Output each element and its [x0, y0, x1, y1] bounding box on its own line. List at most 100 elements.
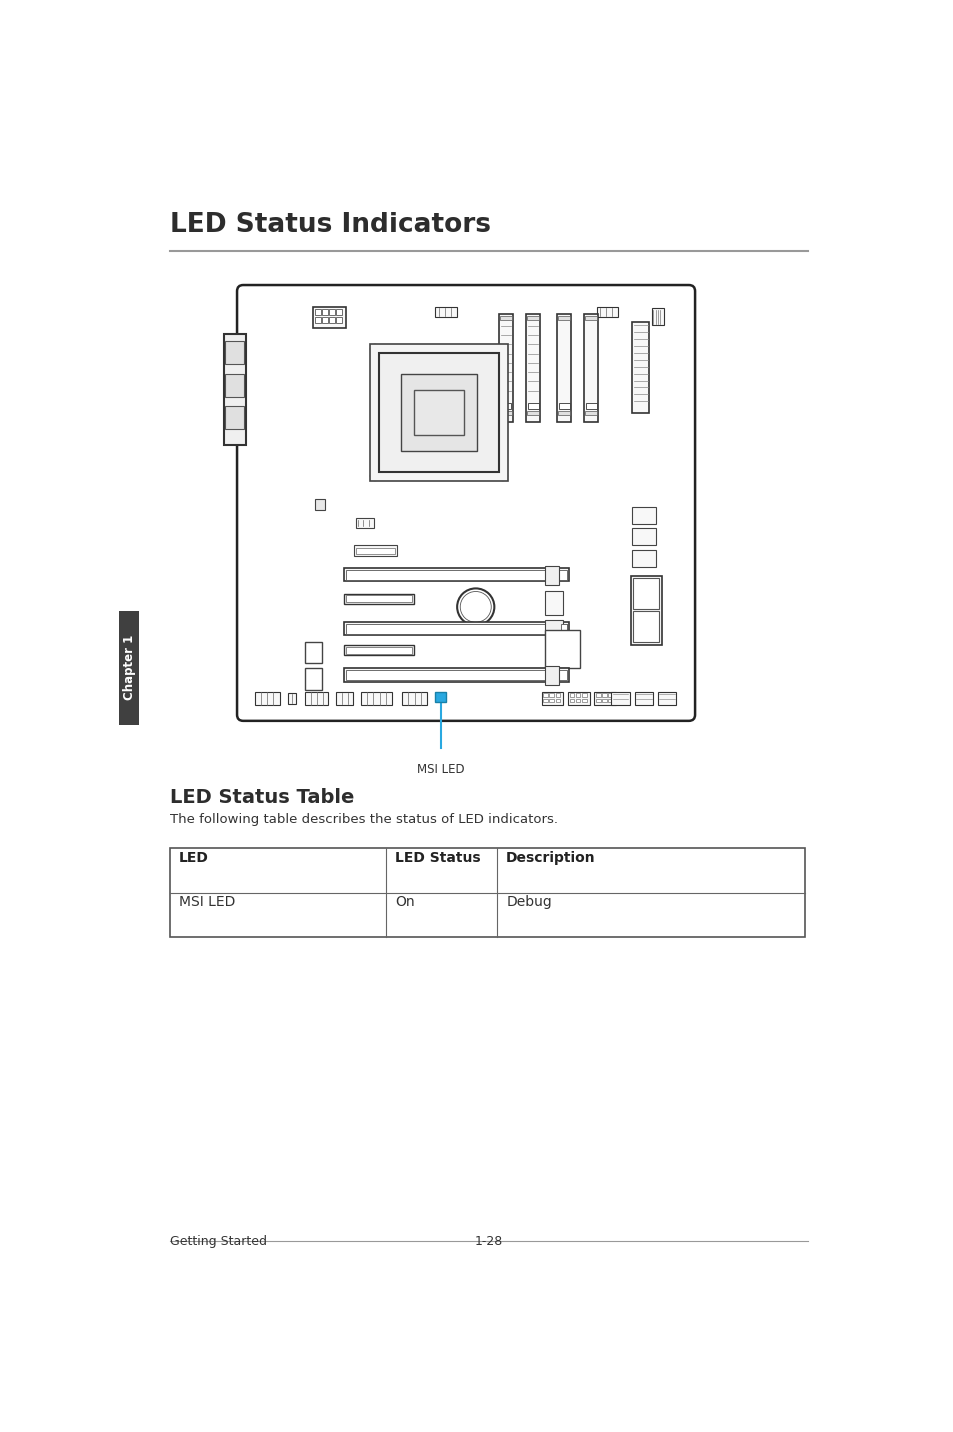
Bar	[558, 411, 570, 415]
Bar	[314, 500, 325, 510]
Bar	[545, 666, 558, 686]
Bar	[569, 693, 574, 697]
Bar	[581, 699, 586, 702]
Bar	[558, 316, 570, 321]
Bar	[581, 693, 586, 697]
Bar	[322, 309, 328, 315]
Bar	[584, 316, 597, 321]
Bar	[545, 566, 558, 586]
Bar	[355, 518, 374, 527]
Text: MSI LED: MSI LED	[179, 895, 235, 909]
Bar	[225, 374, 244, 397]
Bar	[402, 692, 427, 706]
Bar	[315, 316, 320, 322]
Bar	[170, 848, 804, 937]
Bar	[542, 693, 547, 697]
Bar	[526, 411, 538, 415]
Bar	[499, 316, 512, 321]
Bar	[345, 647, 412, 654]
Bar	[378, 352, 498, 473]
Bar	[651, 308, 663, 325]
Bar	[594, 692, 616, 706]
Text: LED Status Table: LED Status Table	[170, 788, 354, 808]
Bar	[305, 642, 322, 663]
Bar	[345, 570, 567, 580]
Bar	[335, 316, 341, 322]
Text: LED: LED	[179, 851, 209, 865]
Bar	[555, 693, 559, 697]
Bar	[344, 569, 568, 581]
Bar	[584, 411, 597, 415]
Bar	[549, 699, 554, 702]
Bar	[499, 411, 512, 415]
Bar	[435, 692, 446, 702]
Bar	[288, 693, 295, 705]
Bar	[305, 669, 322, 690]
Bar	[119, 610, 139, 725]
Bar	[545, 620, 562, 639]
Bar	[632, 322, 649, 412]
Bar	[360, 692, 392, 706]
Bar	[558, 402, 569, 410]
Bar	[527, 402, 537, 410]
Bar	[596, 306, 618, 318]
Bar	[400, 374, 476, 451]
Bar	[344, 623, 568, 636]
Bar	[608, 699, 612, 702]
Text: Description: Description	[506, 851, 596, 865]
Text: The following table describes the status of LED indicators.: The following table describes the status…	[170, 813, 558, 826]
Bar	[569, 699, 574, 702]
Bar	[549, 693, 554, 697]
Bar	[545, 630, 579, 669]
Bar	[557, 314, 571, 422]
Text: Getting Started: Getting Started	[170, 1236, 266, 1249]
Bar	[344, 646, 414, 656]
Bar	[345, 670, 567, 680]
Text: On: On	[395, 895, 415, 909]
Bar	[500, 402, 511, 410]
Bar	[596, 693, 599, 697]
Bar	[630, 576, 661, 646]
Text: 1-28: 1-28	[475, 1236, 502, 1249]
Bar	[356, 547, 395, 554]
Bar	[313, 306, 345, 328]
Bar	[225, 341, 244, 364]
Bar	[344, 669, 568, 682]
Bar	[633, 579, 659, 609]
Bar	[345, 596, 412, 603]
Bar	[658, 692, 676, 706]
Bar	[345, 624, 567, 634]
Bar	[344, 594, 414, 604]
Bar	[601, 693, 606, 697]
Bar	[633, 610, 659, 642]
Bar	[354, 546, 396, 556]
Bar	[634, 692, 653, 706]
Bar	[498, 314, 513, 422]
Bar	[315, 309, 320, 315]
Bar	[435, 306, 456, 318]
Text: LED Status Indicators: LED Status Indicators	[170, 212, 490, 238]
Bar	[541, 692, 562, 706]
Bar	[335, 309, 341, 315]
Bar	[525, 314, 539, 422]
Bar	[596, 699, 599, 702]
Bar	[414, 390, 464, 435]
Bar	[555, 699, 559, 702]
Bar	[608, 693, 612, 697]
Text: Chapter 1: Chapter 1	[123, 636, 135, 700]
Bar	[585, 402, 596, 410]
Bar	[632, 507, 655, 524]
Bar	[369, 344, 508, 481]
Bar	[225, 405, 244, 430]
Bar	[329, 309, 335, 315]
Bar	[545, 591, 562, 614]
Bar	[583, 314, 598, 422]
Bar	[305, 692, 328, 706]
Text: LED Status: LED Status	[395, 851, 480, 865]
Bar	[575, 699, 579, 702]
FancyBboxPatch shape	[236, 285, 695, 720]
Bar	[335, 692, 353, 705]
Text: MSI LED: MSI LED	[416, 763, 464, 776]
Bar	[322, 316, 328, 322]
Bar	[575, 693, 579, 697]
